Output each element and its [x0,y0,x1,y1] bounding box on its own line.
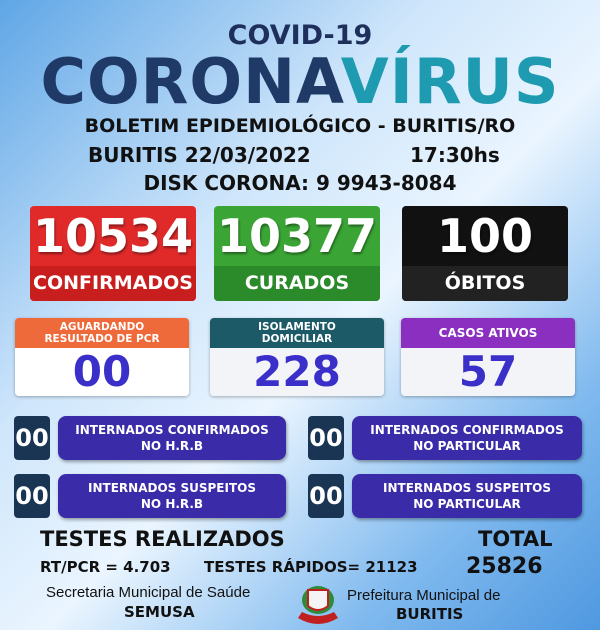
corona-word: CORONA [40,45,341,118]
hospital-hrb-suspected-value: 00 [14,474,50,518]
active-cases-card: CASOS ATIVOS 57 [401,318,575,396]
bulletin-time: 17:30hs [410,143,500,167]
city-crest-logo [298,586,338,624]
recovered-card: 10377 CURADOS [214,206,380,301]
label-line: NO H.R.B [140,497,204,511]
secretaria-text: Secretaria Municipal de Saúde [46,584,251,601]
pcr-pending-card: AGUARDANDO RESULTADO DE PCR 00 [15,318,189,396]
tests-rtpcr: RT/PCR = 4.703 [40,558,171,576]
buritis-text: BURITIS [396,605,464,623]
label-line: INTERNADOS CONFIRMADOS [370,423,564,437]
deaths-card: 100 ÓBITOS [402,206,568,301]
home-isolation-value: 228 [210,348,384,396]
hospital-hrb-confirmed-value: 00 [14,416,50,460]
hospital-hrb-confirmed-label: INTERNADOS CONFIRMADOS NO H.R.B [58,416,286,460]
coronavirus-title: CORONAVÍRUS [0,50,600,114]
virus-word: VÍRUS [340,45,560,118]
pcr-pending-label: AGUARDANDO RESULTADO DE PCR [15,318,189,348]
deaths-label: ÓBITOS [402,266,568,301]
deaths-value: 100 [436,209,534,263]
covid-title: COVID-19 [227,20,373,51]
bulletin-title: BOLETIM EPIDEMIOLÓGICO - BURITIS/RO [84,115,516,137]
hospital-private-confirmed-label: INTERNADOS CONFIRMADOS NO PARTICULAR [352,416,582,460]
label-line: NO PARTICULAR [413,497,521,511]
hospital-private-suspected-value: 00 [308,474,344,518]
disk-corona: DISK CORONA: 9 9943-8084 [143,171,457,195]
label-line: INTERNADOS SUSPEITOS [88,481,256,495]
bulletin-date: BURITIS 22/03/2022 [88,143,311,167]
label-line: NO PARTICULAR [413,439,521,453]
tests-rapid: TESTES RÁPIDOS= 21123 [204,558,418,576]
active-cases-value: 57 [401,348,575,396]
hospital-hrb-suspected-label: INTERNADOS SUSPEITOS NO H.R.B [58,474,286,518]
label-line: INTERNADOS SUSPEITOS [383,481,551,495]
label-line: INTERNADOS CONFIRMADOS [75,423,269,437]
home-isolation-label: ISOLAMENTO DOMICILIAR [210,318,384,348]
confirmed-card: 10534 CONFIRMADOS [30,206,196,301]
hospital-private-suspected-label: INTERNADOS SUSPEITOS NO PARTICULAR [352,474,582,518]
home-isolation-card: ISOLAMENTO DOMICILIAR 228 [210,318,384,396]
recovered-value: 10377 [216,209,378,263]
recovered-label: CURADOS [214,266,380,301]
active-cases-label: CASOS ATIVOS [401,318,575,348]
confirmed-value: 10534 [32,209,194,263]
semusa-text: SEMUSA [124,603,195,621]
prefeitura-text: Prefeitura Municipal de [347,587,501,604]
pcr-pending-value: 00 [15,348,189,396]
label-line: NO H.R.B [140,439,204,453]
confirmed-label: CONFIRMADOS [30,266,196,301]
tests-total-label: TOTAL [478,527,553,551]
tests-title: TESTES REALIZADOS [40,527,285,551]
tests-total-value: 25826 [466,554,543,579]
hospital-private-confirmed-value: 00 [308,416,344,460]
